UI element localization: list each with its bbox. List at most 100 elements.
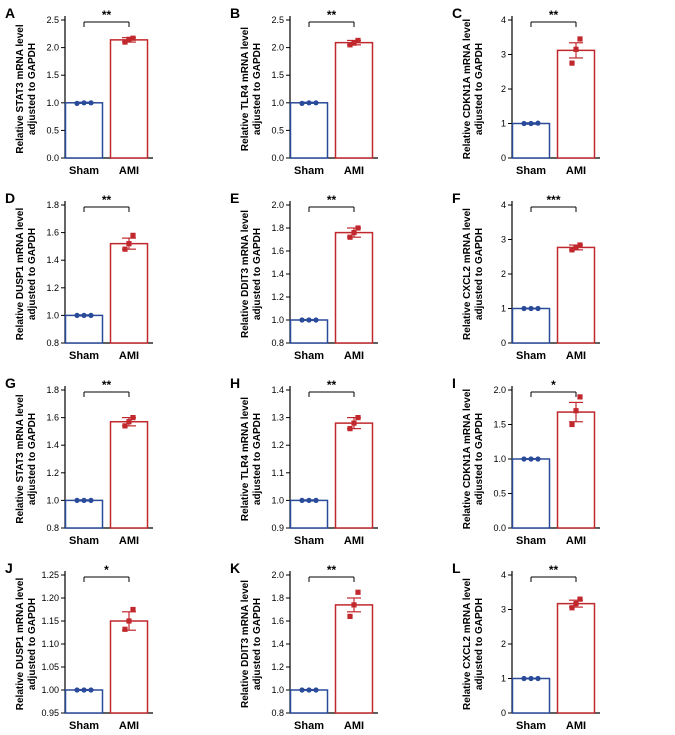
panel-letter: J [5,560,13,576]
bar-sham [289,689,329,714]
significance-label: ** [549,8,559,22]
data-point-ami [122,246,128,252]
data-point-ami [573,46,579,52]
bar-sham [64,102,104,159]
y-tick-label: 1.0 [271,495,284,505]
y-axis-label-line: Relative DUSP1 mRNA level [15,208,26,341]
y-tick-label: 0 [501,338,506,348]
data-point-ami [577,596,583,602]
data-point-sham [81,312,87,318]
panel-i: I Relative CDKN1A mRNA leveladjusted to G… [452,375,600,547]
y-tick-label: 1.3 [271,413,284,423]
y-tick-label: 0 [501,153,506,163]
data-point-ami [122,39,128,45]
y-axis-label-line: Relative CDKN1A mRNA level [462,19,473,160]
data-point-sham [88,312,94,318]
y-tick-label: 0.8 [46,338,59,348]
y-tick-label: 2.0 [46,43,59,53]
bar-ami [109,39,149,159]
y-axis-label: Relative STAT3 mRNA leveladjusted to GAP… [15,394,38,524]
data-point-sham [521,120,527,127]
data-point-sham [528,120,534,127]
data-point-sham [88,497,94,503]
y-tick-label: 0 [501,708,506,718]
data-point-sham [306,100,312,106]
y-tick-label: 1.0 [46,98,59,108]
x-category-label: AMI [566,720,586,732]
x-category-label: Sham [516,535,546,547]
bar-sham [64,314,104,344]
panel-letter: E [230,190,239,206]
y-tick-label: 1.0 [271,98,284,108]
y-axis-label: Relative CDKN1A mRNA leveladjusted to GA… [462,389,485,530]
significance-label: ** [549,563,559,577]
panel-letter: I [452,375,456,391]
y-axis-label: Relative CDKN1A mRNA leveladjusted to GA… [462,19,485,160]
y-axis-label: Relative CXCL2 mRNA leveladjusted to GAP… [462,208,485,340]
data-point-ami [351,420,357,426]
y-tick-label: 1 [501,304,506,314]
y-axis-label: Relative STAT3 mRNA leveladjusted to GAP… [15,24,38,154]
y-tick-label: 1.5 [493,420,506,430]
x-category-label: Sham [516,720,546,732]
bar-sham [289,499,329,529]
y-axis-label-line: adjusted to GAPDH [27,598,38,690]
bar-ami [556,602,596,714]
y-axis-label-line: Relative TLR4 mRNA level [240,27,251,151]
y-tick-label: 1.15 [41,616,59,626]
y-tick-label: 1.2 [46,468,59,478]
y-tick-label: 1.0 [46,310,59,320]
significance-label: ** [327,8,337,22]
y-tick-label: 4 [501,200,506,210]
y-axis-label-line: adjusted to GAPDH [474,598,485,690]
y-tick-label: 1.2 [271,440,284,450]
x-category-label: AMI [566,350,586,362]
data-point-ami [126,241,132,247]
y-tick-label: 1.4 [271,385,284,395]
y-tick-label: 2 [501,269,506,279]
y-tick-label: 2 [501,639,506,649]
y-tick-label: 1.20 [41,593,59,603]
y-tick-label: 1.6 [46,413,59,423]
y-tick-label: 1.0 [493,454,506,464]
x-category-label: Sham [69,165,99,177]
data-point-sham [306,687,312,693]
data-point-ami [577,36,583,42]
data-point-sham [306,317,312,323]
y-axis-label-line: Relative STAT3 mRNA level [15,24,26,154]
x-category-label: AMI [344,535,364,547]
data-point-sham [299,317,305,323]
y-axis-label-line: adjusted to GAPDH [252,598,263,690]
y-tick-label: 2 [501,84,506,94]
x-category-label: Sham [69,720,99,732]
bar-ami [109,620,149,714]
data-point-sham [535,120,541,126]
bar-sham [64,689,104,714]
y-axis-label: Relative DUSP1 mRNA leveladjusted to GAP… [15,208,38,341]
x-category-label: Sham [69,350,99,362]
y-tick-label: 0.9 [271,523,284,533]
data-point-ami [347,234,353,240]
data-point-ami [569,247,575,253]
data-point-ami [573,408,579,414]
x-category-label: Sham [516,350,546,362]
y-axis-label-line: adjusted to GAPDH [252,228,263,320]
y-axis-label-line: adjusted to GAPDH [474,43,485,135]
data-point-ami [569,60,575,66]
data-point-ami [126,419,132,425]
significance-label: * [104,563,109,577]
data-point-sham [528,675,534,682]
significance-label: ** [102,8,112,22]
y-axis-label-line: adjusted to GAPDH [252,413,263,505]
y-tick-label: 1.4 [271,269,284,279]
data-point-sham [81,687,87,693]
y-tick-label: 1.4 [46,440,59,450]
y-tick-label: 3 [501,50,506,60]
y-axis-label: Relative DDIT3 mRNA leveladjusted to GAP… [240,210,263,338]
